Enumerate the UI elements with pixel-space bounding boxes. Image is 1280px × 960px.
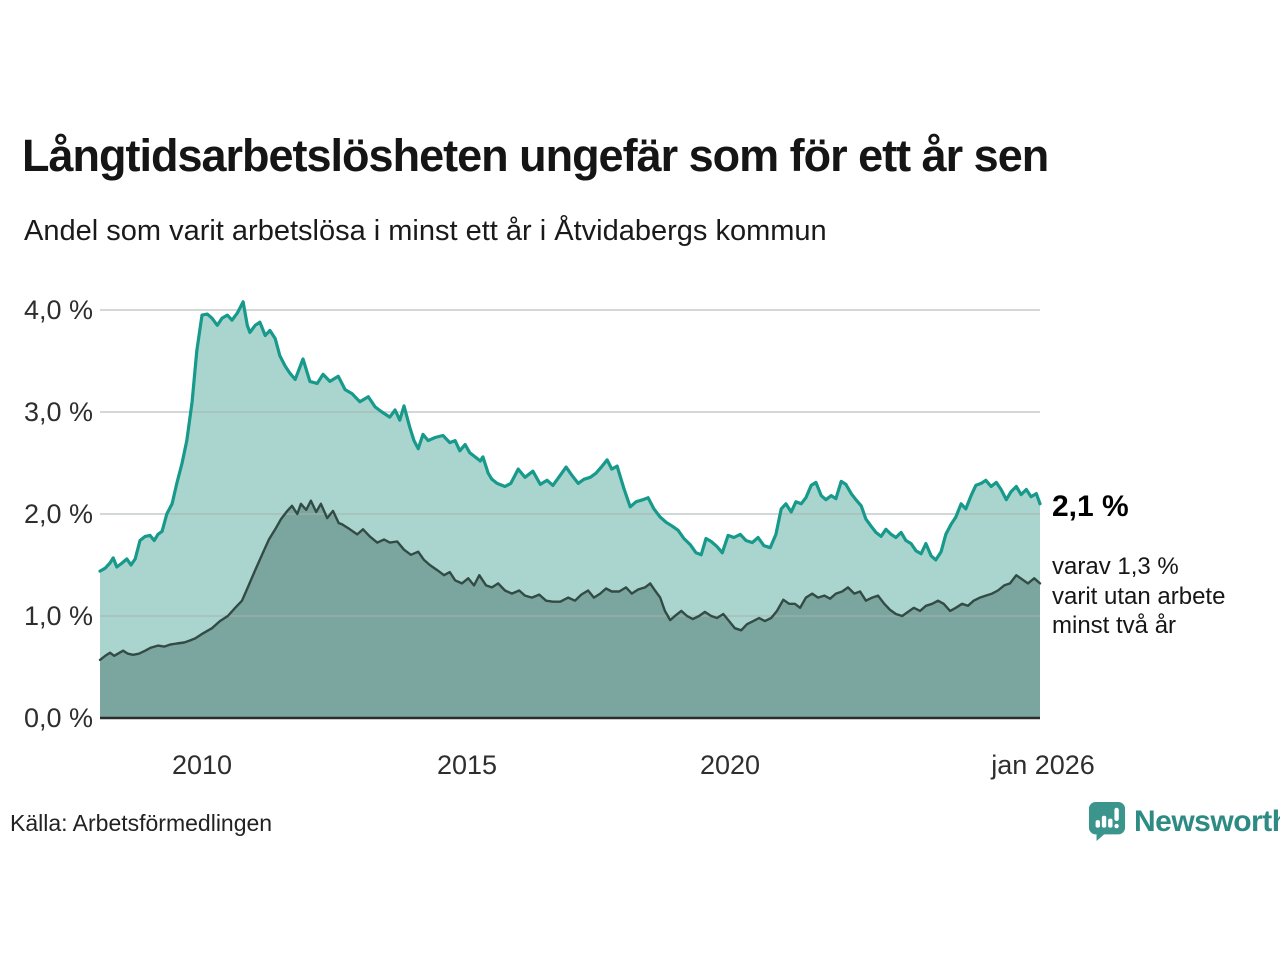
y-axis-tick-label: 0,0 % bbox=[23, 703, 93, 733]
logo-bubble-shape bbox=[1088, 802, 1126, 841]
secondary-value-line: varit utan arbete bbox=[1052, 582, 1226, 610]
y-axis-tick-label: 3,0 % bbox=[23, 397, 93, 427]
series-line-2 bbox=[98, 499, 1042, 662]
secondary-value-label: varav 1,3 % varit utan arbete minst två … bbox=[1052, 552, 1225, 641]
newsworthy-brand: Newsworthy bbox=[1088, 801, 1280, 842]
chart-subtitle: Andel som varit arbetslösa i minst ett å… bbox=[24, 215, 827, 247]
series-area-2 bbox=[100, 500, 1040, 718]
x-axis-tick-label: 2015 bbox=[436, 750, 498, 780]
page-title: Långtidsarbetslösheten ungefär som för e… bbox=[22, 130, 1049, 181]
newsworthy-logo-icon bbox=[1088, 801, 1126, 842]
y-axis-tick-label: 2,0 % bbox=[23, 499, 93, 529]
secondary-value-line: varav 1,3 % bbox=[1052, 553, 1179, 580]
secondary-value-line: minst två år bbox=[1052, 612, 1177, 639]
y-axis-tick-label: 1,0 % bbox=[23, 601, 93, 631]
y-axis-tick-label: 4,0 % bbox=[23, 295, 93, 325]
x-axis-tick-label: 2010 bbox=[171, 750, 233, 780]
series-line-1 bbox=[98, 300, 1042, 573]
x-axis-tick-label: jan 2026 bbox=[991, 750, 1095, 780]
chart-series-lines bbox=[98, 300, 1042, 662]
newsworthy-wordmark: Newsworthy bbox=[1134, 804, 1280, 838]
chart-gridlines bbox=[100, 309, 1040, 719]
source-label: Källa: Arbetsförmedlingen bbox=[10, 810, 273, 836]
chart-area-fills bbox=[100, 301, 1040, 718]
x-axis-tick-label: 2020 bbox=[699, 750, 761, 780]
latest-value-label: 2,1 % bbox=[1052, 490, 1129, 523]
